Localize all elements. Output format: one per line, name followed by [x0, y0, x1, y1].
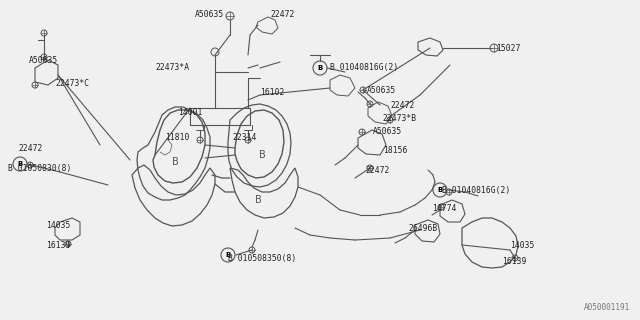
- Circle shape: [313, 61, 327, 75]
- Text: B 010508350(8): B 010508350(8): [228, 253, 296, 262]
- Text: B: B: [437, 187, 443, 193]
- Text: 16139: 16139: [502, 257, 526, 266]
- Text: A50635: A50635: [367, 85, 396, 94]
- Text: 22473*A: 22473*A: [155, 62, 189, 71]
- Text: B: B: [172, 157, 179, 167]
- Text: A050001191: A050001191: [584, 303, 630, 312]
- Circle shape: [221, 248, 235, 262]
- Circle shape: [433, 183, 447, 197]
- Text: 22472: 22472: [270, 10, 294, 19]
- Text: A50635: A50635: [373, 126, 403, 135]
- Text: A50635: A50635: [195, 10, 224, 19]
- Text: 22314: 22314: [232, 132, 257, 141]
- Text: 14035: 14035: [46, 220, 70, 229]
- Text: 14035: 14035: [510, 241, 534, 250]
- Text: 22472: 22472: [18, 143, 42, 153]
- Text: 18156: 18156: [383, 146, 408, 155]
- Text: 22473*C: 22473*C: [55, 78, 89, 87]
- Text: B 01040816G(2): B 01040816G(2): [442, 186, 510, 195]
- Text: B: B: [17, 161, 22, 167]
- Text: B: B: [255, 195, 261, 205]
- Text: 14001: 14001: [178, 108, 202, 116]
- Text: 11810: 11810: [165, 132, 189, 141]
- Circle shape: [13, 157, 27, 171]
- Text: 16102: 16102: [260, 87, 284, 97]
- Text: 16139: 16139: [46, 241, 70, 250]
- Text: 22472: 22472: [390, 100, 414, 109]
- Text: 14774: 14774: [432, 204, 456, 212]
- Text: 22473*B: 22473*B: [382, 114, 416, 123]
- Text: 22472: 22472: [365, 165, 389, 174]
- Text: 26496B: 26496B: [408, 223, 437, 233]
- Text: B: B: [317, 65, 323, 71]
- Text: 15027: 15027: [496, 44, 520, 52]
- Text: A50635: A50635: [29, 55, 58, 65]
- Text: B: B: [225, 252, 230, 258]
- Text: B 01050830(8): B 01050830(8): [8, 164, 72, 172]
- Text: B 01040816G(2): B 01040816G(2): [330, 62, 398, 71]
- Text: B: B: [259, 150, 266, 160]
